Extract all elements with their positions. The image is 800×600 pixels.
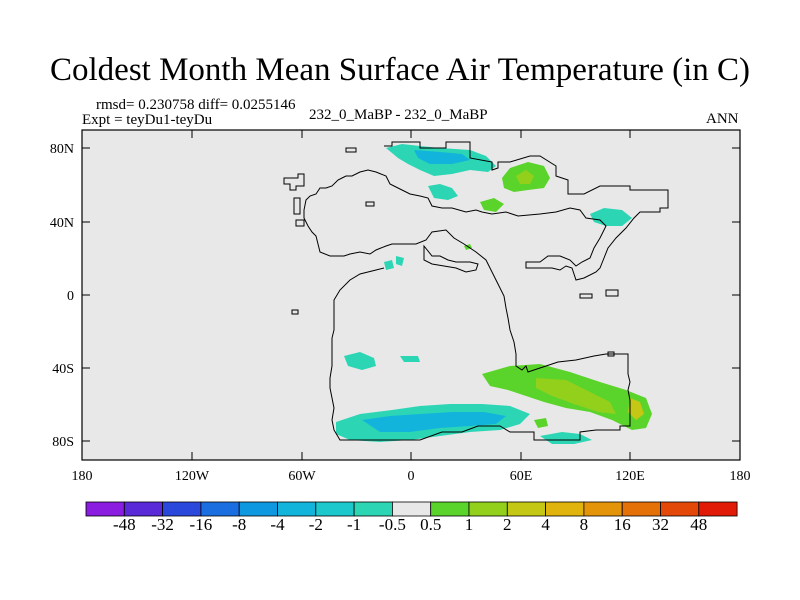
patch-south-orange	[628, 398, 644, 420]
colorbar-label: 2	[503, 515, 512, 534]
coast-west-island	[283, 173, 305, 191]
stats-line: rmsd= 0.230758 diff= 0.0255146	[96, 97, 296, 113]
colorbar-label: -1	[347, 515, 362, 534]
coast-small-south	[607, 351, 615, 357]
patch-green-small	[480, 198, 504, 212]
y-tick-label: 0	[67, 289, 74, 304]
colorbar-label: 16	[613, 515, 631, 534]
colorbar-label: -48	[112, 515, 136, 534]
colorbar-swatch	[698, 501, 738, 517]
coast-small-west	[291, 309, 299, 315]
colorbar-swatch	[277, 501, 317, 517]
experiment-label: Expt = teyDu1-teyDu	[82, 112, 213, 128]
colorbar-swatch	[545, 501, 585, 517]
colorbar-swatch	[391, 501, 432, 517]
colorbar-swatch	[621, 501, 661, 517]
colorbar-label: 4	[541, 515, 550, 534]
x-tick-label: 120E	[615, 469, 645, 484]
colorbar-swatch	[583, 501, 623, 517]
colorbar-label: -2	[308, 515, 323, 534]
coast-west-island-2	[293, 197, 301, 215]
y-tick-label: 80S	[52, 435, 74, 450]
colorbar-swatch	[660, 501, 700, 517]
patch-small-cyan	[384, 260, 394, 270]
patch-south-yellow	[536, 378, 616, 414]
patch-north-blue	[414, 150, 470, 164]
coast-small-north	[345, 147, 357, 153]
map-title: Coldest Month Mean Surface Air Temperatu…	[50, 52, 750, 88]
colorbar-swatch	[238, 501, 278, 517]
colorbar-swatch	[353, 501, 393, 517]
patch-north-cyan-2	[428, 184, 458, 200]
x-tick-label: 0	[408, 469, 415, 484]
colorbar-swatch	[123, 501, 164, 517]
y-tick-label: 40N	[50, 216, 74, 231]
coast-small-east-2	[579, 293, 593, 299]
patch-small-cyan-2	[396, 256, 404, 266]
coast-inner	[423, 244, 479, 273]
colorbar-swatch	[315, 501, 355, 517]
colorbar-label: -4	[270, 515, 285, 534]
patch-antarctic-cyan-east	[540, 432, 592, 444]
anomaly-patches	[336, 144, 652, 444]
colorbar-label: -0.5	[378, 515, 406, 534]
patch-asia-yellow	[516, 170, 534, 184]
colorbar-label: -16	[189, 515, 213, 534]
y-tick-label: 80N	[50, 142, 74, 157]
patch-antarctic-green	[534, 418, 548, 428]
coastlines	[283, 141, 669, 441]
colorbar-label: 0.5	[420, 515, 442, 534]
colorbar-label: 8	[579, 515, 589, 534]
colorbar-label: 1	[464, 515, 474, 534]
patch-antarctic-blue	[362, 412, 506, 432]
patch-south-cyan-west	[344, 352, 376, 370]
x-tick-label: 180	[730, 469, 751, 484]
season-label: ANN	[706, 111, 739, 127]
colorbar-label: 32	[652, 515, 669, 534]
x-tick-label: 120W	[175, 469, 210, 484]
coast-west-island-3	[295, 219, 305, 227]
colorbar-swatch	[85, 501, 125, 517]
y-tick-label: 40S	[52, 362, 74, 377]
colorbar-swatch	[200, 501, 240, 517]
colorbar-label: 48	[690, 515, 708, 534]
patch-south-cyan-small	[400, 356, 420, 362]
patch-east-cyan	[590, 208, 632, 226]
colorbar-swatch	[430, 501, 470, 517]
colorbar-label: -32	[151, 515, 174, 534]
x-tick-label: 60E	[510, 469, 533, 484]
colorbar-swatch	[162, 501, 202, 517]
coast-main	[303, 141, 669, 441]
tick-marks	[81, 130, 741, 460]
colorbar-label: -8	[232, 515, 247, 534]
colorbar	[85, 501, 738, 517]
colorbar-swatch	[506, 501, 546, 517]
center-label: 232_0_MaBP - 232_0_MaBP	[309, 107, 488, 123]
x-tick-label: 180	[72, 469, 93, 484]
colorbar-swatch	[468, 501, 508, 517]
x-tick-label: 60W	[288, 469, 316, 484]
coast-small-east	[605, 289, 619, 297]
coast-small-north-2	[365, 201, 375, 207]
